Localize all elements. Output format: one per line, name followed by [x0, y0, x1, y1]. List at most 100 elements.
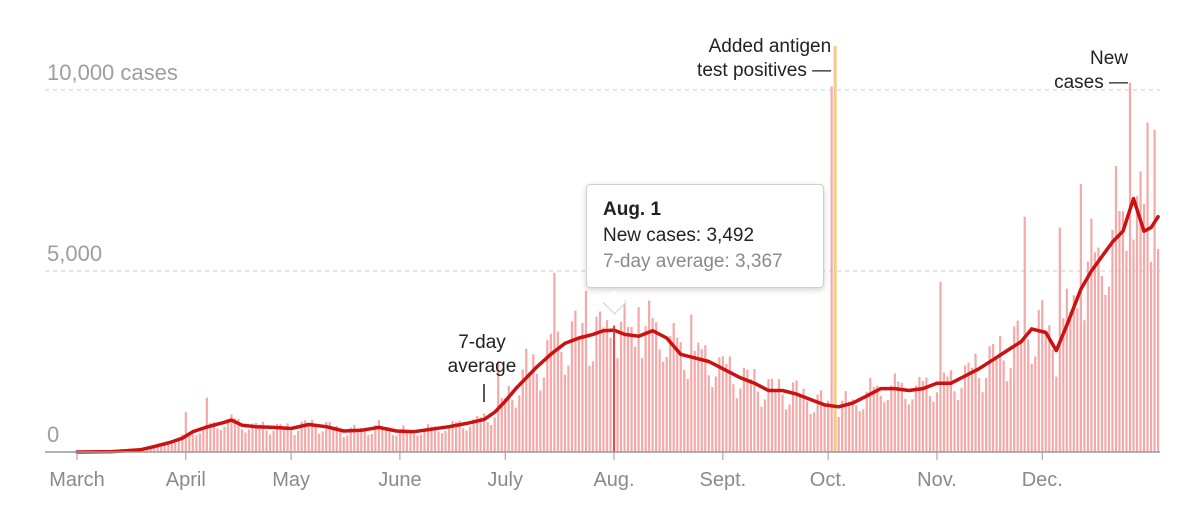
daily-bar [412, 433, 416, 452]
daily-bar [1044, 332, 1047, 452]
daily-bar [261, 421, 265, 452]
daily-bar [946, 376, 949, 452]
daily-bar [1132, 239, 1135, 452]
daily-bar [181, 434, 184, 452]
daily-bar [1030, 363, 1033, 452]
daily-bar [419, 434, 423, 452]
daily-bar [862, 409, 865, 452]
daily-bar [644, 326, 647, 452]
daily-bar [384, 427, 387, 452]
daily-bar [454, 422, 458, 452]
daily-bar [872, 386, 875, 452]
daily-bar [237, 418, 240, 452]
daily-bar [897, 381, 900, 452]
daily-bar [869, 377, 872, 452]
daily-bar [820, 390, 823, 452]
daily-bar [588, 365, 591, 452]
x-tick-label: Nov. [917, 469, 957, 491]
daily-bar [956, 400, 960, 452]
daily-bar [163, 443, 166, 452]
daily-bar [1076, 308, 1079, 452]
daily-bar [307, 424, 310, 452]
x-tick-label: May [272, 469, 310, 491]
daily-bar [174, 442, 177, 452]
daily-bar [992, 343, 995, 452]
daily-bar [1086, 261, 1089, 452]
daily-bar [665, 356, 668, 452]
y-tick-label: 0 [47, 422, 59, 447]
daily-bar [469, 426, 472, 452]
daily-bar [556, 331, 559, 452]
daily-bar [960, 387, 963, 452]
daily-bar [462, 428, 465, 452]
daily-bar [212, 421, 215, 452]
daily-bar [890, 385, 893, 452]
daily-bar [725, 363, 728, 452]
daily-bar [146, 449, 149, 452]
x-tick-label: Dec. [1022, 469, 1063, 491]
daily-bar [770, 378, 774, 452]
daily-bar [1090, 218, 1093, 452]
daily-bar [648, 300, 651, 452]
daily-bar [560, 351, 563, 452]
daily-bar [1111, 229, 1114, 452]
daily-bar [714, 376, 717, 452]
daily-bar [1079, 184, 1082, 452]
daily-bar [809, 413, 812, 452]
daily-bar [430, 426, 433, 452]
daily-bar [433, 426, 437, 452]
daily-bar [672, 323, 675, 452]
daily-bar [209, 422, 212, 452]
daily-bar [377, 420, 380, 452]
daily-bar [426, 424, 430, 452]
daily-bar [156, 443, 159, 452]
daily-bar [732, 384, 735, 452]
daily-bar [893, 373, 896, 452]
x-tick-label: Aug. [593, 469, 634, 491]
daily-bar [311, 419, 314, 452]
daily-bar [753, 368, 756, 452]
daily-bar [655, 322, 658, 452]
gridlines [45, 89, 1160, 272]
antigen-annotation: Added antigen [709, 36, 832, 57]
daily-bar [1121, 211, 1125, 452]
daily-bar [798, 395, 802, 452]
daily-bar [525, 348, 528, 452]
daily-bar [577, 337, 581, 452]
daily-bar [932, 401, 935, 452]
daily-bar [205, 397, 208, 452]
daily-bar [953, 391, 956, 452]
daily-bar [679, 342, 682, 452]
daily-bar [837, 417, 840, 452]
daily-bar [848, 401, 851, 452]
daily-bar [507, 385, 510, 452]
tooltip-date: Aug. 1 [603, 199, 662, 220]
daily-bar [391, 435, 394, 452]
daily-bar [518, 395, 521, 452]
daily-bar [767, 379, 770, 452]
daily-bar [465, 430, 468, 452]
daily-bar [977, 378, 981, 452]
x-tick-label: July [487, 469, 523, 491]
daily-bar [616, 358, 619, 452]
daily-bar [711, 387, 714, 452]
daily-bar [735, 398, 738, 452]
daily-bar [911, 399, 914, 452]
daily-bar [335, 425, 338, 452]
daily-bar [921, 380, 925, 452]
daily-bar [739, 388, 742, 452]
daily-bar [1104, 294, 1107, 452]
new-cases-annotation: New [1090, 48, 1128, 69]
daily-bar [591, 361, 595, 452]
daily-bar [514, 407, 517, 452]
daily-bar [827, 400, 830, 452]
daily-bar [297, 431, 300, 452]
daily-bar [254, 422, 258, 452]
daily-bar [662, 361, 665, 452]
daily-bar [581, 322, 584, 452]
daily-bar [721, 356, 724, 452]
daily-bar [693, 350, 696, 452]
daily-bar [500, 398, 503, 452]
daily-bar [268, 434, 272, 452]
